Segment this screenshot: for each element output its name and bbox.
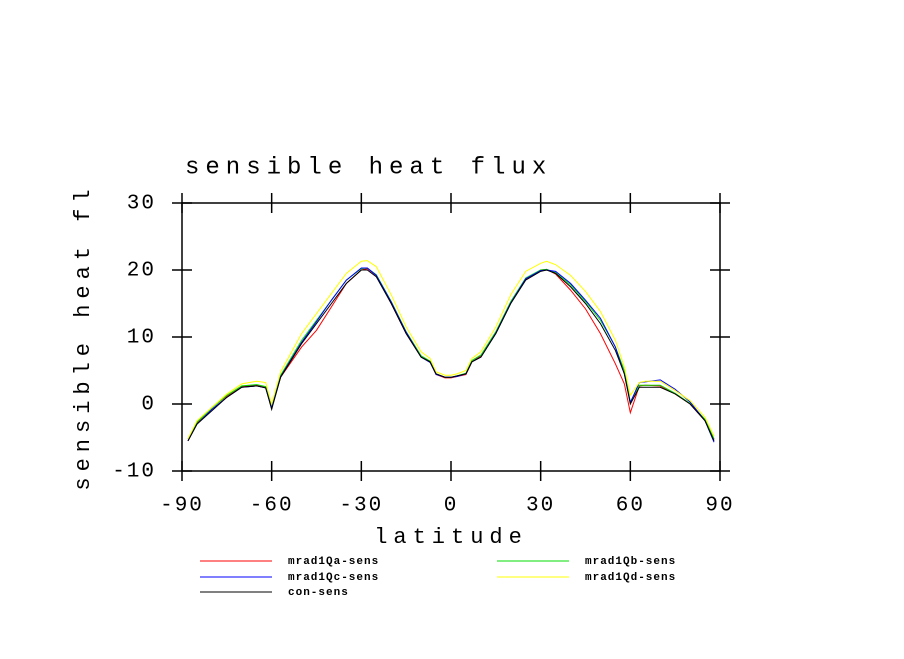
chart-title: sensible heat flux: [185, 154, 552, 181]
y-tick-label: -10: [112, 461, 156, 484]
legend-label: mrad1Qb-sens: [585, 556, 676, 568]
x-tick-label: -90: [160, 495, 204, 518]
y-axis-label: sensible heat fl: [71, 183, 96, 490]
x-tick-label: 60: [616, 495, 645, 518]
series-line: [187, 260, 715, 440]
series-line: [187, 269, 715, 442]
y-tick-label: 20: [127, 260, 156, 283]
legend-label: mrad1Qa-sens: [288, 556, 379, 568]
x-axis-label: latitude: [374, 525, 528, 550]
x-tick-label: 90: [705, 495, 734, 518]
y-tick-label: 0: [141, 394, 156, 417]
x-tick-label: 30: [526, 495, 555, 518]
legend-label: mrad1Qc-sens: [288, 572, 379, 584]
y-tick-label: 10: [127, 327, 156, 350]
y-tick-label: 30: [127, 193, 156, 216]
x-tick-label: -30: [339, 495, 383, 518]
x-tick-label: -60: [250, 495, 294, 518]
x-tick-label: 0: [444, 495, 459, 518]
legend-label: mrad1Qd-sens: [585, 572, 676, 584]
legend-label: con-sens: [288, 587, 349, 599]
